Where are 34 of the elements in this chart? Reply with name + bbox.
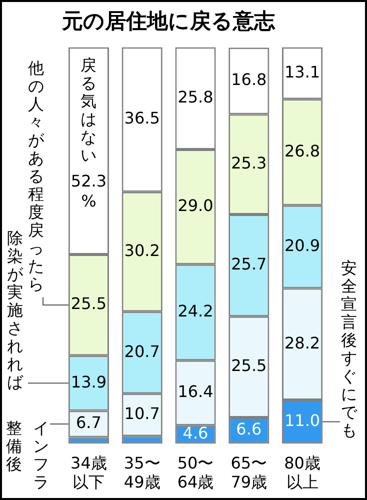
data-label: 13.1	[284, 62, 320, 82]
series-label: 戻る気はない	[80, 55, 97, 164]
text: 安全宣言後すぐにでも	[341, 258, 357, 440]
data-label: 26.8	[284, 141, 320, 160]
data-label: 4.6	[182, 424, 208, 443]
data-label: 25.5	[70, 294, 107, 314]
data-label: 25.7	[231, 254, 267, 274]
data-label: 6.6	[236, 420, 262, 439]
data-label: 24.2	[178, 302, 214, 321]
data-label: 10.7	[124, 404, 160, 424]
data-label: 28.2	[284, 333, 320, 352]
x-tick-label: 80歳以上	[284, 453, 320, 492]
data-label: 16.8	[231, 70, 267, 90]
chart-title: 元の居住地に戻る意志	[61, 9, 276, 34]
data-label: 16.4	[178, 382, 214, 402]
data-label: 25.8	[178, 87, 214, 106]
text: 除染が実施されれば	[7, 228, 23, 392]
data-label: 30.2	[124, 240, 160, 260]
data-label: 13.9	[70, 372, 107, 392]
data-label: 11.0	[284, 410, 320, 430]
data-label: 29.0	[178, 196, 214, 216]
data-label: 25.3	[231, 153, 267, 172]
data-label: 36.5	[124, 108, 160, 128]
data-label: 6.7	[76, 413, 102, 432]
data-label: 20.7	[124, 342, 160, 361]
x-tick-label: 35〜49歳	[124, 453, 160, 492]
x-tick-label: 34歳以下	[70, 453, 107, 492]
x-tick-label: 65〜79歳	[230, 453, 268, 492]
x-tick-label: 50〜64歳	[177, 453, 214, 492]
data-label: 52.3%	[70, 171, 107, 210]
text: インフラ整備後	[6, 418, 49, 492]
data-label: 20.9	[284, 236, 320, 255]
text: 他の人々がある程度戻ったら	[28, 58, 44, 294]
data-label: 25.5	[231, 356, 267, 376]
